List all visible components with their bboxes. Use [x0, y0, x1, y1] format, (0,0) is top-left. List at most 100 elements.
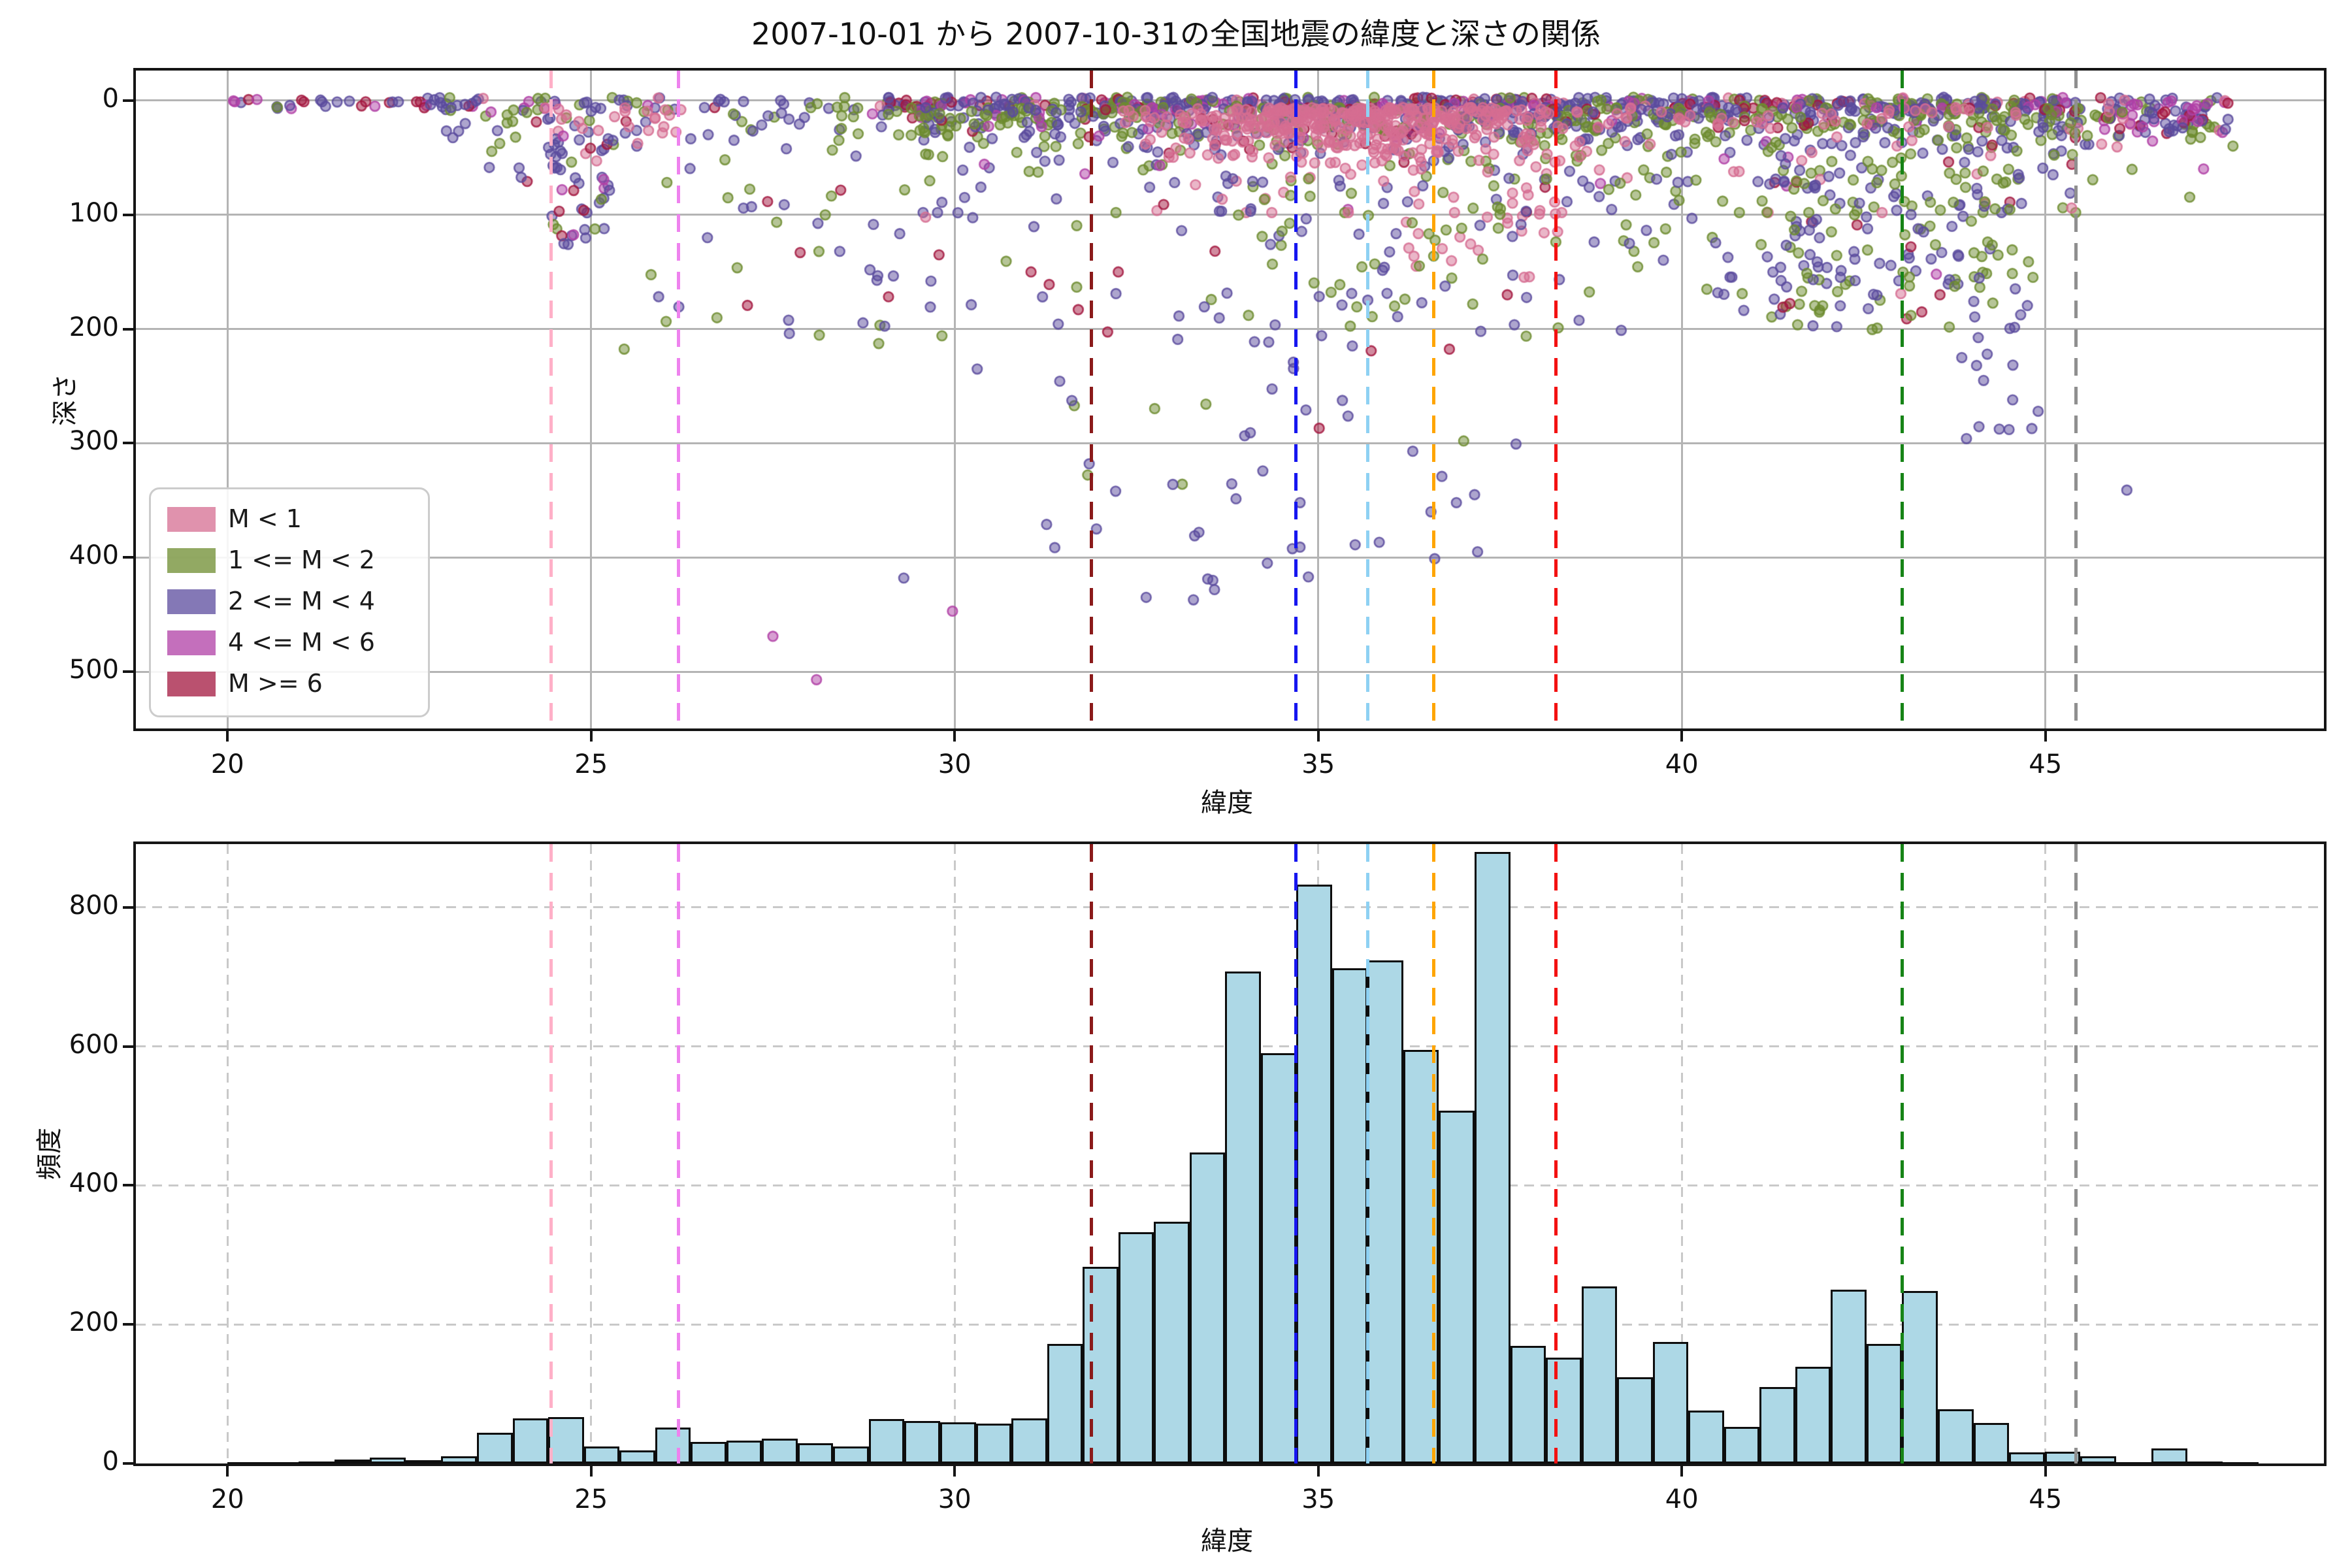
x-tick-mark: [953, 1466, 956, 1477]
histogram-bar: [583, 1446, 620, 1463]
histogram-xlabel: 緯度: [1201, 1526, 1253, 1556]
x-tick-mark: [2044, 1466, 2047, 1477]
gridline-v: [2044, 844, 2047, 1463]
y-tick-label: 200: [69, 312, 119, 342]
histogram-bar: [1866, 1343, 1903, 1463]
x-tick-mark: [589, 731, 593, 742]
histogram-bar: [619, 1450, 655, 1463]
x-tick-label: 40: [1665, 1484, 1699, 1514]
marker-vline: [1900, 71, 1904, 728]
marker-vline: [676, 844, 680, 1463]
x-tick-mark: [226, 1466, 229, 1477]
y-tick-mark: [123, 99, 133, 102]
legend-label: 2 <= M < 4: [228, 587, 375, 615]
marker-vline: [2074, 844, 2078, 1463]
x-tick-label: 35: [1301, 1484, 1335, 1514]
histogram-bar: [405, 1460, 442, 1463]
histogram-bar: [726, 1440, 762, 1463]
x-tick-label: 30: [938, 749, 972, 779]
marker-vline: [1900, 844, 1904, 1463]
gridline-v: [590, 844, 593, 1463]
histogram-bar: [2151, 1448, 2187, 1463]
histogram-bar: [904, 1421, 940, 1463]
marker-vline: [1432, 71, 1436, 728]
scatter-xlabel: 緯度: [1201, 788, 1253, 818]
x-tick-label: 20: [210, 1484, 244, 1514]
histogram-bar: [299, 1461, 335, 1463]
marker-vline: [1294, 71, 1298, 728]
marker-vline: [1554, 844, 1558, 1463]
legend-color-patch: [167, 548, 216, 573]
histogram-bar: [370, 1458, 406, 1463]
histogram-bar: [1617, 1377, 1653, 1463]
y-tick-mark: [123, 442, 133, 445]
y-tick-mark: [123, 213, 133, 216]
scatter-points-canvas: [136, 71, 2324, 728]
y-tick-mark: [123, 556, 133, 559]
histogram-bar: [1831, 1290, 1867, 1463]
histogram-bar: [441, 1456, 477, 1463]
gridline-v: [1680, 844, 1683, 1463]
x-tick-label: 40: [1665, 749, 1699, 779]
histogram-bar: [2187, 1461, 2223, 1463]
y-tick-label: 300: [69, 426, 119, 457]
histogram-bar: [263, 1462, 299, 1463]
scatter-plot-area: [133, 68, 2327, 731]
y-tick-mark: [123, 906, 133, 909]
histogram-bar: [975, 1424, 1012, 1463]
y-tick-mark: [123, 327, 133, 331]
marker-vline: [1294, 844, 1298, 1463]
legend-color-patch: [167, 630, 216, 655]
histogram-bar: [1723, 1426, 1760, 1463]
marker-vline: [2074, 71, 2078, 728]
y-tick-label: 200: [69, 1307, 119, 1338]
x-tick-mark: [1316, 1466, 1320, 1477]
histogram-bar: [691, 1442, 727, 1463]
legend-row: 4 <= M < 6: [151, 625, 428, 661]
histogram-bar: [868, 1418, 905, 1463]
y-tick-label: 400: [69, 540, 119, 571]
histogram-bar: [833, 1446, 869, 1463]
x-tick-mark: [1316, 731, 1320, 742]
histogram-bar: [1652, 1341, 1689, 1463]
marker-vline: [1365, 71, 1369, 728]
x-tick-mark: [1680, 1466, 1684, 1477]
histogram-bar: [1546, 1358, 1582, 1463]
histogram-bar: [227, 1462, 263, 1463]
histogram-bar: [1759, 1386, 1795, 1463]
y-tick-mark: [123, 1045, 133, 1048]
histogram-bar: [797, 1443, 834, 1463]
histogram-bar: [1011, 1418, 1047, 1463]
histogram-bar: [1439, 1110, 1475, 1463]
marker-vline: [1089, 71, 1093, 728]
scatter-ylabel: 深さ: [50, 374, 80, 426]
histogram-bar: [2044, 1451, 2081, 1463]
y-tick-label: 500: [69, 655, 119, 685]
histogram-bar: [1510, 1346, 1546, 1463]
histogram-bar: [2115, 1462, 2152, 1463]
x-tick-mark: [226, 731, 229, 742]
histogram-bar: [1938, 1409, 1974, 1463]
histogram-bar: [2009, 1452, 2045, 1463]
histogram-bar: [1581, 1286, 1618, 1463]
legend-label: M < 1: [228, 504, 302, 533]
histogram-bar: [334, 1459, 370, 1463]
legend-row: M < 1: [151, 501, 428, 538]
histogram-bar: [1973, 1423, 2010, 1463]
histogram-bar: [1047, 1343, 1083, 1463]
magnitude-legend: M < 1 1 <= M < 2 2 <= M < 4 4 <= M < 6 M >= …: [149, 487, 430, 717]
histogram-bar: [655, 1427, 691, 1463]
histogram-bar: [2223, 1462, 2259, 1463]
y-tick-label: 0: [102, 83, 119, 114]
x-tick-label: 35: [1301, 749, 1335, 779]
y-tick-label: 0: [102, 1446, 119, 1477]
histogram-bar: [1118, 1232, 1154, 1463]
x-tick-label: 45: [2029, 749, 2063, 779]
y-tick-label: 600: [69, 1029, 119, 1060]
x-tick-mark: [2044, 731, 2047, 742]
legend-label: 1 <= M < 2: [228, 546, 375, 574]
x-tick-label: 20: [210, 749, 244, 779]
legend-row: M >= 6: [151, 666, 428, 702]
histogram-bar: [1189, 1152, 1226, 1463]
